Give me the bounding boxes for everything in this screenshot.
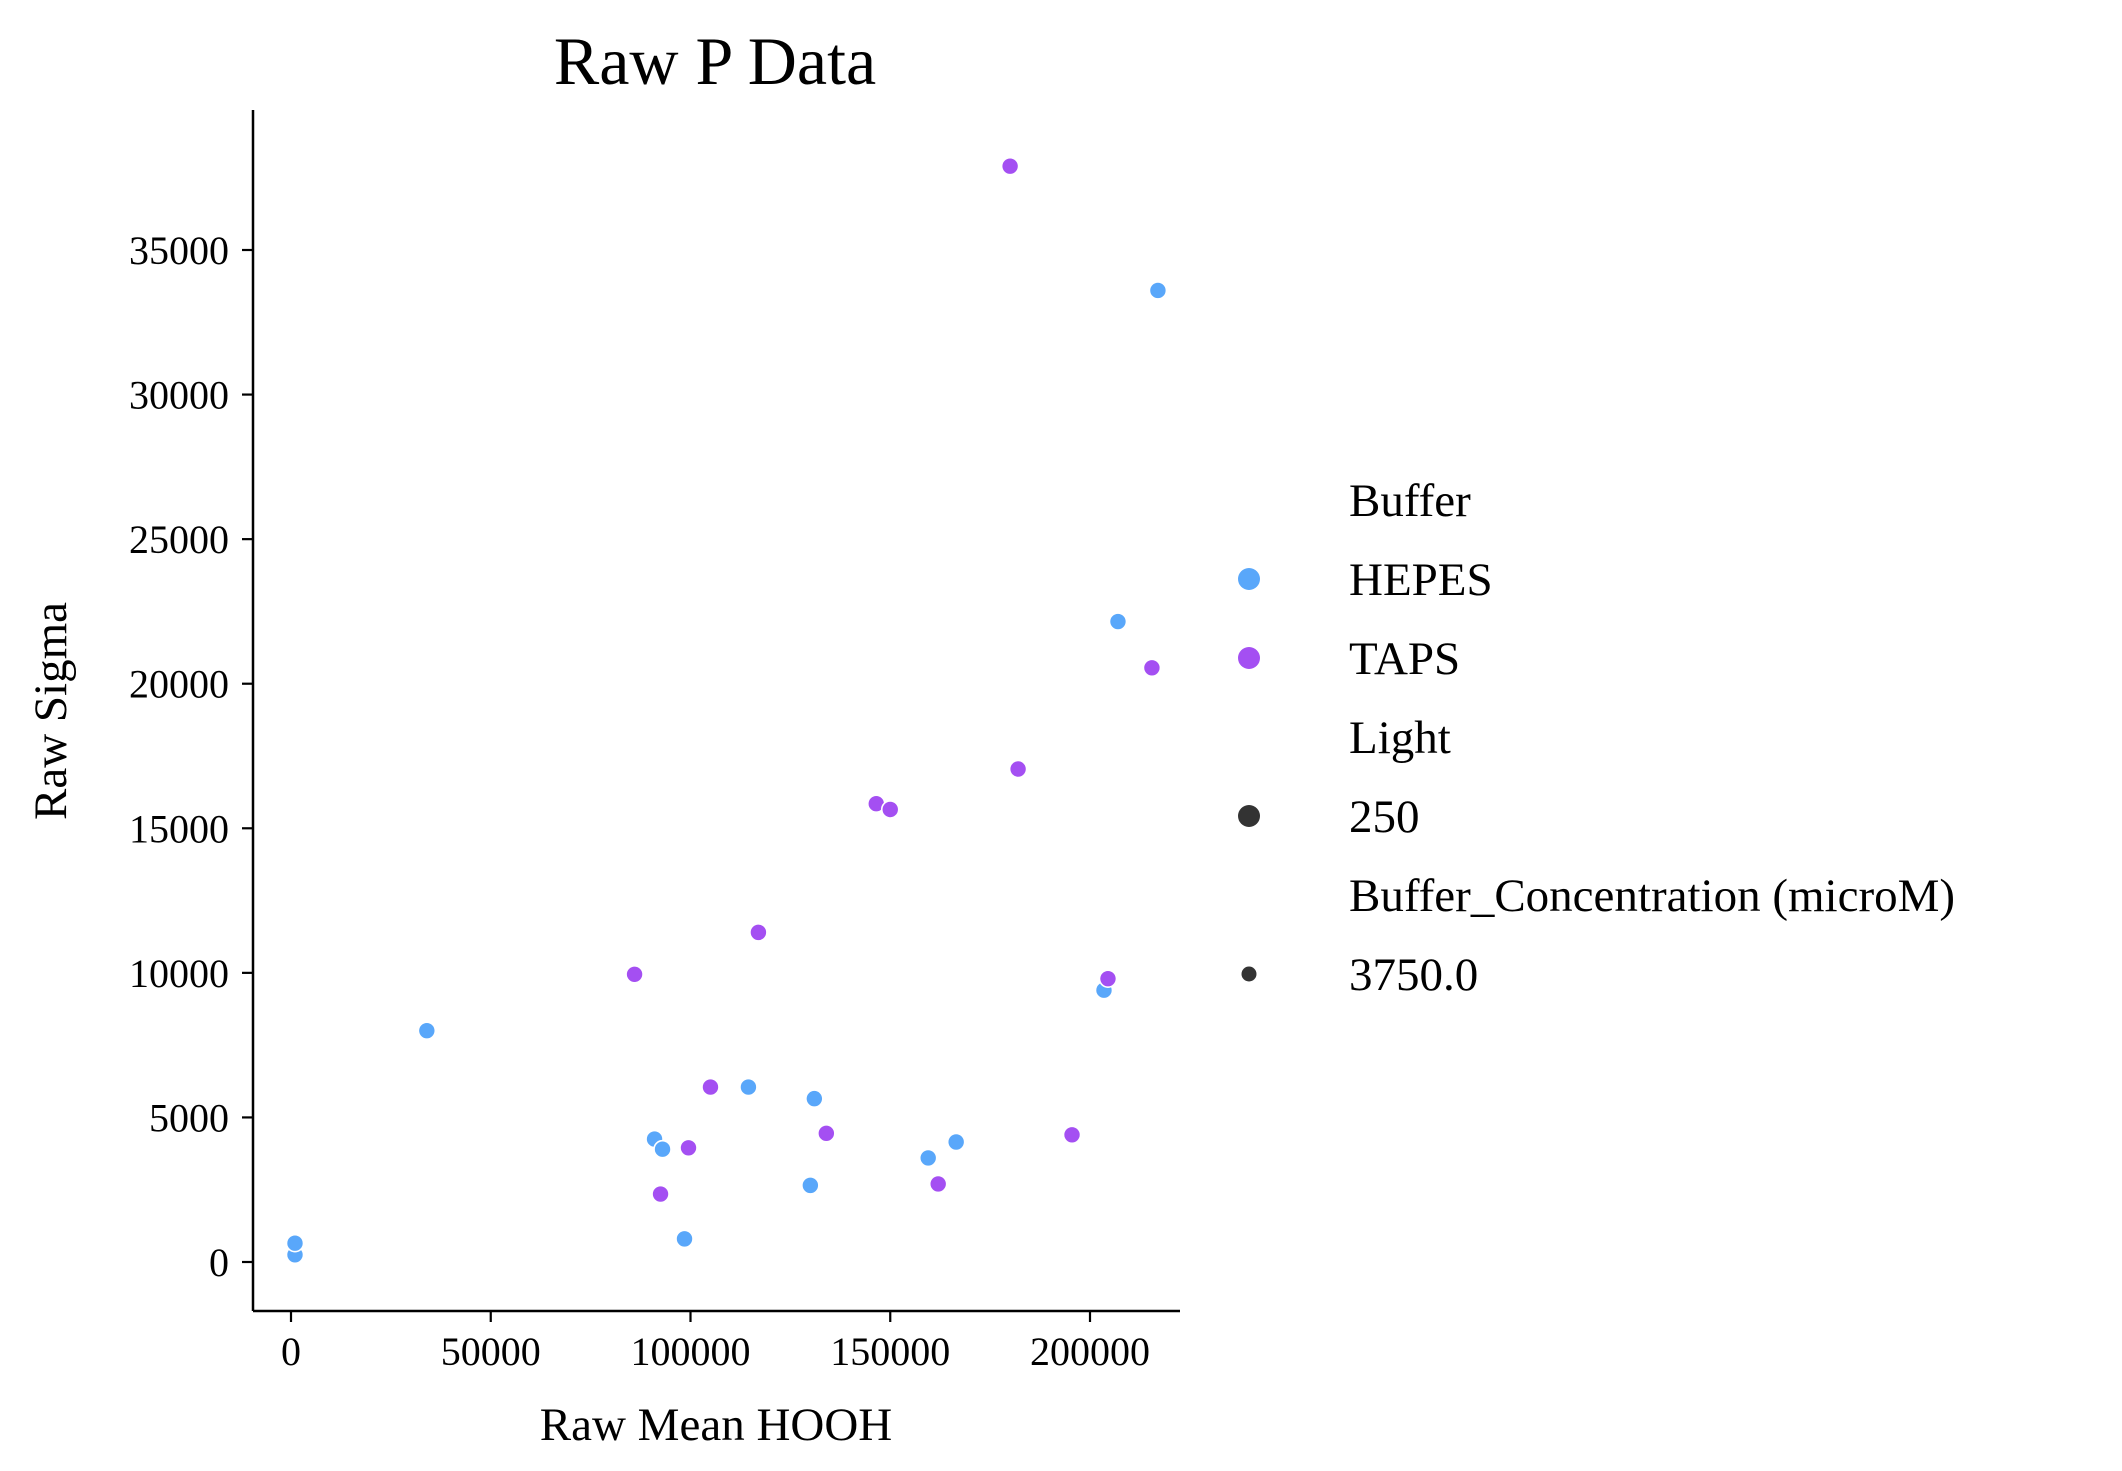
data-point (801, 1176, 820, 1195)
data-point (928, 1174, 948, 1194)
data-point (749, 923, 768, 942)
legend-entry-label: HEPES (1349, 554, 1493, 606)
data-point (1008, 759, 1028, 779)
series-hepes (285, 281, 1168, 1265)
legend-group-title: Buffer (1349, 475, 1471, 527)
data-point (1148, 281, 1168, 300)
y-axis-title: Raw Sigma (25, 602, 77, 820)
data-point (679, 1138, 698, 1158)
y-tick-label: 5000 (149, 1095, 229, 1140)
data-point (918, 1148, 938, 1168)
data-point (285, 1233, 305, 1253)
y-tick-label: 10000 (129, 951, 229, 996)
data-point (701, 1077, 720, 1097)
legend-marker (1241, 966, 1257, 982)
y-tick-label: 0 (209, 1240, 229, 1285)
y-tick-label: 35000 (129, 228, 229, 273)
legend-entry-label: 3750.0 (1349, 949, 1478, 1001)
data-point (1098, 969, 1118, 988)
y-tick-label: 30000 (129, 373, 229, 418)
plot-area: 0 50000 100000 150000 200000 0 5000 10000 15000… (129, 110, 1180, 1374)
data-point (739, 1077, 758, 1097)
data-point (625, 965, 644, 984)
x-axis-title: Raw Mean HOOH (540, 1399, 892, 1451)
legend-marker (1238, 647, 1260, 669)
data-point (817, 1124, 836, 1143)
x-tick-label: 0 (281, 1329, 301, 1374)
y-tick-label: 25000 (129, 517, 229, 562)
legend-group-title: Light (1349, 712, 1451, 764)
data-point (946, 1132, 966, 1152)
x-tick-label: 100000 (631, 1329, 751, 1374)
y-tick-label: 20000 (129, 662, 229, 707)
legend-entry-label: 250 (1349, 791, 1420, 843)
data-point (1000, 156, 1020, 176)
legend-entry-label: TAPS (1349, 633, 1460, 685)
data-point (651, 1184, 670, 1204)
y-tick-label: 15000 (129, 806, 229, 851)
chart-title: Raw P Data (554, 23, 876, 99)
legend-marker (1238, 805, 1260, 827)
data-point (1062, 1125, 1082, 1145)
data-point (1142, 658, 1162, 678)
x-ticks: 0 50000 100000 150000 200000 (281, 1311, 1150, 1374)
data-point (1108, 612, 1128, 631)
legend-marker (1238, 568, 1260, 590)
data-point (653, 1139, 672, 1159)
x-tick-label: 200000 (1030, 1329, 1150, 1374)
series-taps (625, 156, 1162, 1204)
legend-group-title: Buffer_Concentration (microM) (1349, 870, 1955, 922)
y-ticks: 0 5000 10000 15000 20000 25000 30000 35000 (129, 228, 253, 1285)
points-layer (285, 156, 1168, 1265)
x-tick-label: 50000 (441, 1329, 541, 1374)
x-tick-label: 150000 (830, 1329, 950, 1374)
data-point (675, 1229, 694, 1249)
data-point (880, 800, 900, 819)
data-point (417, 1021, 437, 1040)
legend: Buffer HEPES TAPS Light 250 Buffer_Concentrat… (1238, 475, 1955, 1001)
data-point (805, 1089, 824, 1108)
